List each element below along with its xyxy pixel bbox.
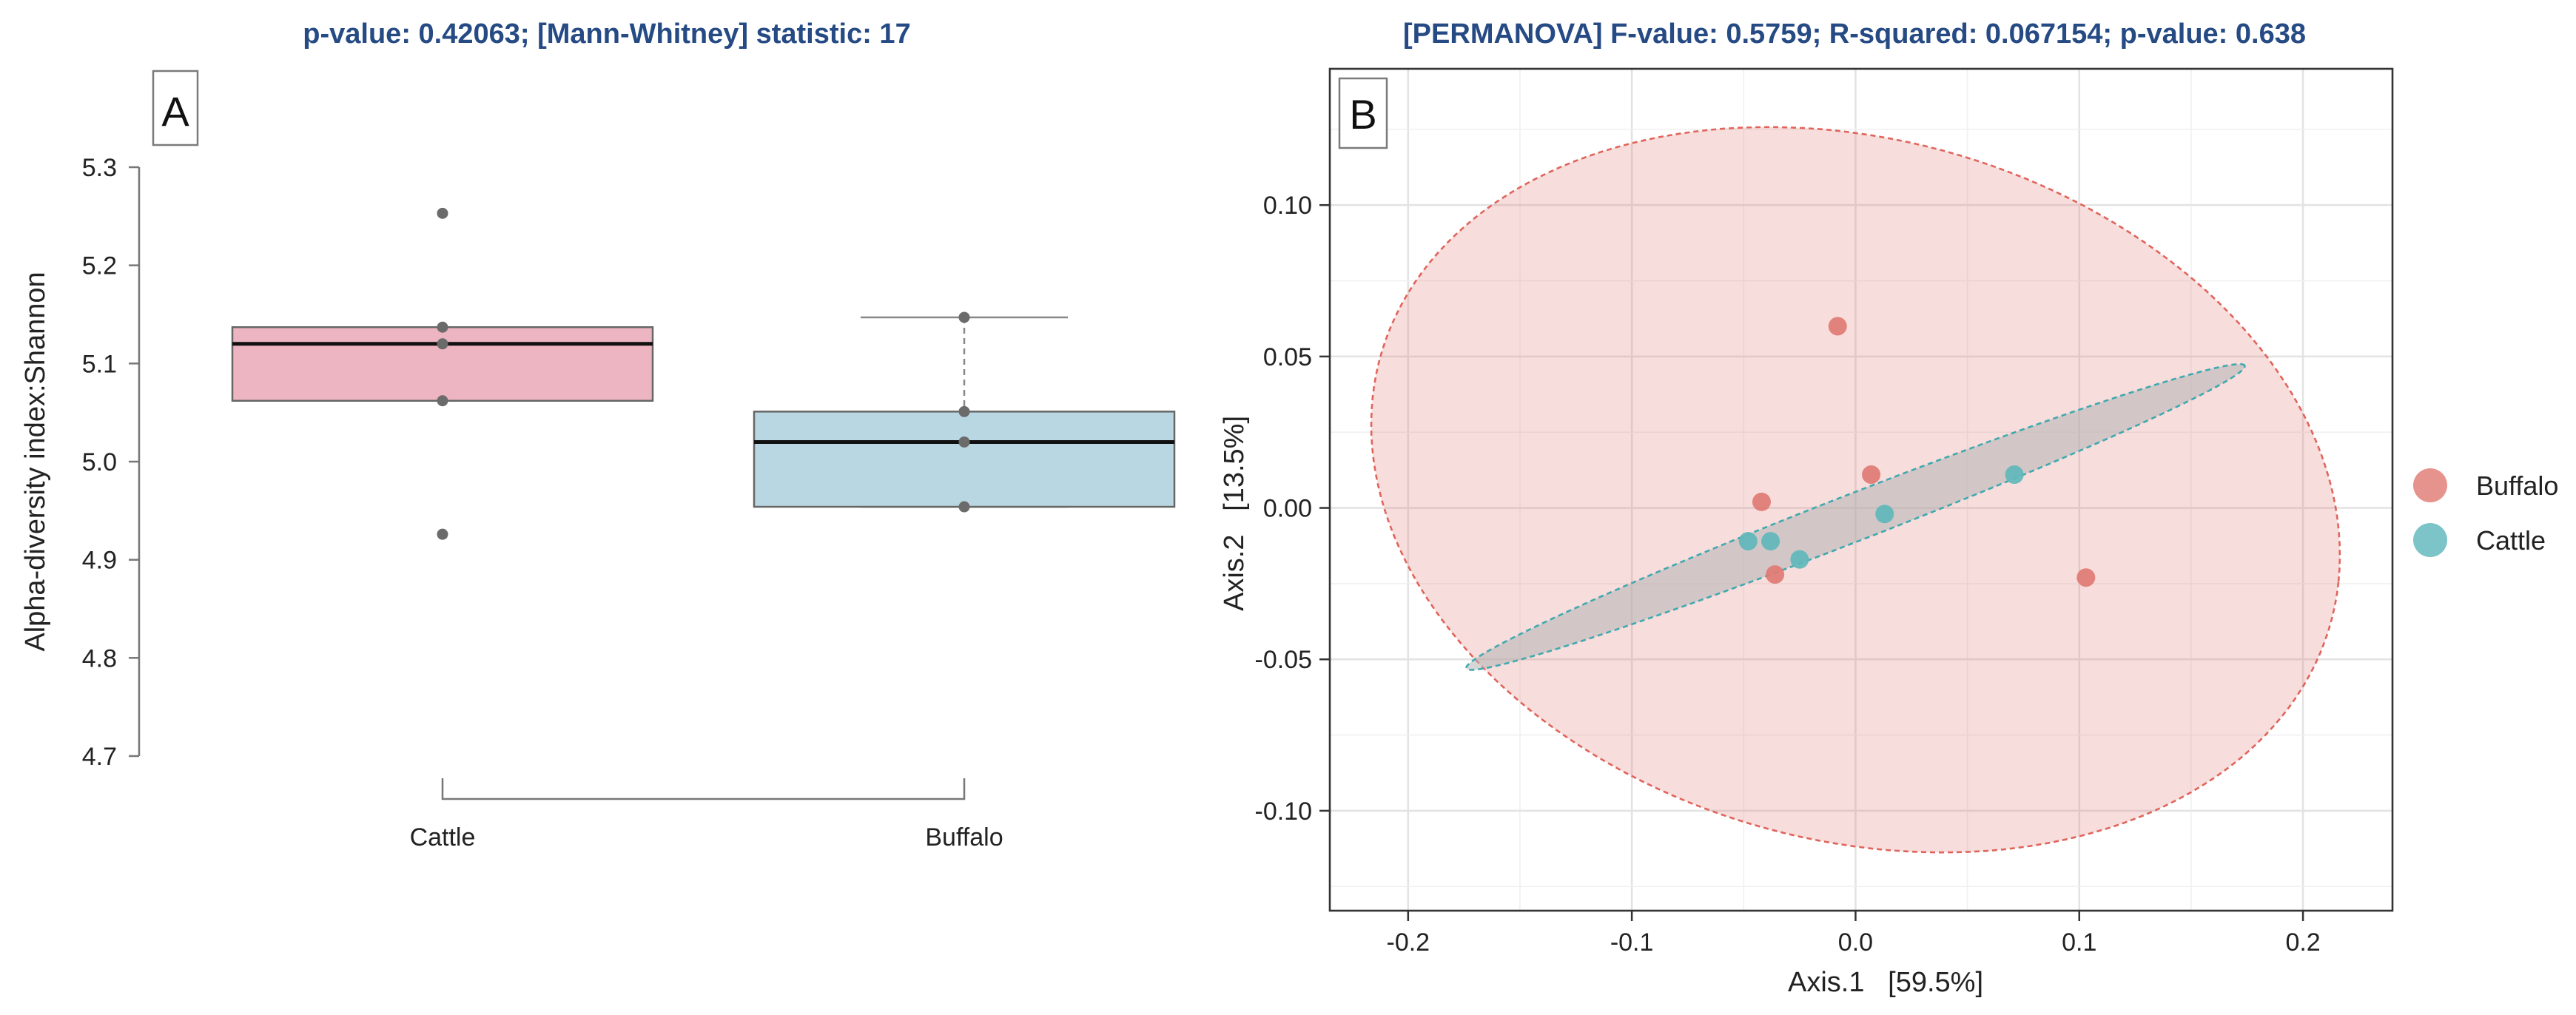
data-point [958,311,970,323]
panel-a-title: p-value: 0.42063; [Mann-Whitney] statist… [303,18,910,50]
panel-a-y-tick-label: 5.3 [82,154,117,182]
panel-a-boxes [231,207,1176,540]
ellipse-buffalo [1370,126,2341,854]
panel-a: p-value: 0.42063; [Mann-Whitney] statist… [20,18,1176,852]
point-cattle [1761,532,1780,551]
panel-a-y-tick-label: 5.1 [82,350,117,378]
panel-a-y-tick-label: 5.2 [82,252,117,280]
data-point [437,207,448,219]
panel-b-title: [PERMANOVA] F-value: 0.5759; R-squared: … [1403,18,2306,50]
panel-b-y-tick-label: 0.05 [1263,343,1312,371]
point-cattle [1875,505,1894,524]
panel-b-x-tick-label: -0.1 [1610,928,1654,957]
legend: Buffalo Cattle [2413,468,2558,557]
box-cattle [231,207,654,540]
point-cattle [2005,465,2024,485]
point-buffalo [1752,492,1771,511]
panel-b-ticks: -0.2 -0.1 0.0 0.1 0.2 0.10 0.05 0.00 -0.05 -0.10 [1255,192,2321,957]
panel-a-x-tick-label: Cattle [410,823,476,852]
legend-label-cattle: Cattle [2476,525,2546,556]
data-point [958,501,970,513]
box-rect [753,411,1176,508]
point-buffalo [2076,568,2096,587]
panel-a-x-bracket-line [441,778,966,800]
legend-swatch-cattle [2413,523,2447,557]
panel-b-y-tick-label: -0.10 [1255,798,1313,826]
panel-b-x-axis-label: Axis.1 [59.5%] [1788,967,1983,998]
point-buffalo [1828,317,1847,336]
data-point [437,528,448,540]
panel-b: [PERMANOVA] F-value: 0.5759; R-squared: … [1219,18,2558,998]
panel-b-letter: B [1349,91,1376,138]
panel-b-points [1738,317,2096,587]
panel-b-frame [1328,67,2394,912]
panel-b-x-tick-label: 0.2 [2285,928,2320,957]
panel-b-y-axis-label: Axis.2 [13.5%] [1219,416,1250,611]
panel-a-letter: A [161,88,189,135]
panel-a-y-tick-label: 5.0 [82,448,117,476]
panel-a-y-tick-label: 4.8 [82,644,117,672]
panel-b-x-tick-label: 0.1 [2062,928,2096,957]
panel-b-y-tick-label: -0.05 [1255,646,1313,674]
point-buffalo [1766,565,1785,584]
panel-b-letter-box [1338,77,1388,149]
ellipse-cattle [1465,362,2246,671]
panel-a-x-ticks: Cattle Buffalo [410,823,1003,852]
data-point [437,395,448,407]
legend-label-buffalo: Buffalo [2476,471,2558,501]
panel-b-y-tick-label: 0.00 [1263,495,1312,523]
legend-swatch-buffalo [2413,468,2447,502]
panel-a-y-axis-label: Alpha-diversity index:Shannon [20,272,51,651]
panel-a-y-tick-label: 4.7 [82,743,117,771]
box-buffalo [753,311,1176,513]
panel-b-ellipses [1370,126,2341,854]
panel-a-x-tick-label: Buffalo [925,823,1003,852]
point-cattle [1790,550,1809,569]
point-cattle [1738,532,1758,551]
data-point [958,405,970,417]
panel-a-y-tick-label: 4.9 [82,547,117,575]
panel-a-letter-box [152,70,199,146]
panel-a-x-bracket [441,778,966,800]
data-point [437,338,448,350]
point-buffalo [1862,465,1881,485]
panel-b-x-tick-label: 0.0 [1838,928,1873,957]
data-point [958,436,970,448]
panel-b-x-tick-label: -0.2 [1387,928,1430,957]
panel-a-y-axis: 4.7 4.8 4.9 5.0 5.1 5.2 5.3 [82,154,141,771]
data-point [437,321,448,333]
box-rect [231,326,654,402]
panel-b-y-tick-label: 0.10 [1263,192,1312,220]
